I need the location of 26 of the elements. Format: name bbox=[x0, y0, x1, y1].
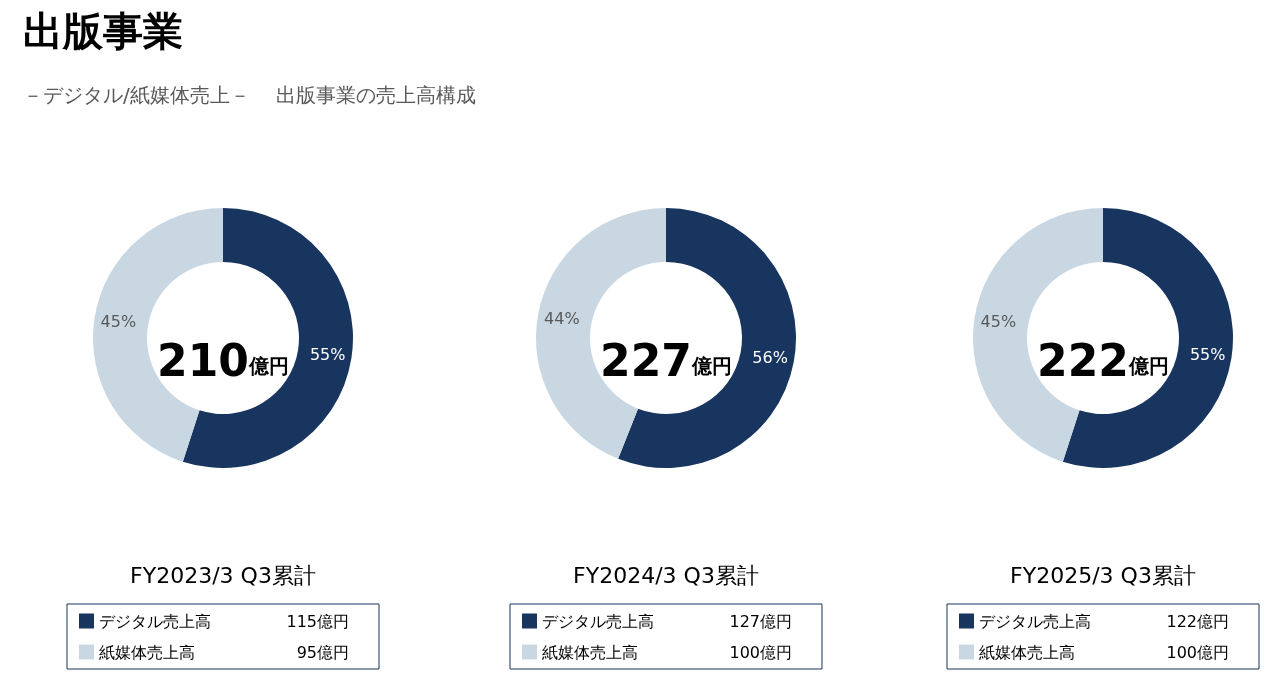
text: 100億円 bbox=[1166, 642, 1229, 662]
legend-label: デジタル売上高 bbox=[99, 611, 211, 631]
data-label: 56% bbox=[752, 348, 788, 368]
text: 210億円 bbox=[157, 334, 289, 386]
text: 127億円 bbox=[729, 611, 792, 631]
data-label: 55% bbox=[309, 345, 346, 365]
text: 100億円 bbox=[729, 642, 792, 662]
data-label: 55% bbox=[1189, 345, 1226, 365]
chart-subtitle: －デジタル/紙媒体売上－ 出版事業の売上高構成 bbox=[23, 83, 477, 107]
data-label: 44% bbox=[544, 308, 580, 328]
text: 222億円 bbox=[1037, 334, 1169, 386]
legend-label: 紙媒体売上高 bbox=[99, 642, 195, 662]
legend-label: デジタル売上高 bbox=[542, 611, 654, 631]
text: FY2023/3 Q3累計 bbox=[130, 562, 316, 588]
text: 227億円 bbox=[600, 334, 732, 386]
data-label: 45% bbox=[100, 311, 137, 331]
legend-label: 紙媒体売上高 bbox=[542, 642, 638, 662]
text: 122億円 bbox=[1166, 611, 1229, 631]
chart-title: 出版事業 bbox=[23, 8, 183, 54]
data-label: 45% bbox=[980, 311, 1017, 331]
text: FY2024/3 Q3累計 bbox=[573, 562, 759, 588]
legend-label: 紙媒体売上高 bbox=[979, 642, 1075, 662]
text: 115億円 bbox=[286, 611, 349, 631]
legend-label: デジタル売上高 bbox=[979, 611, 1091, 631]
text: FY2025/3 Q3累計 bbox=[1010, 562, 1196, 588]
text: 95億円 bbox=[296, 642, 349, 662]
